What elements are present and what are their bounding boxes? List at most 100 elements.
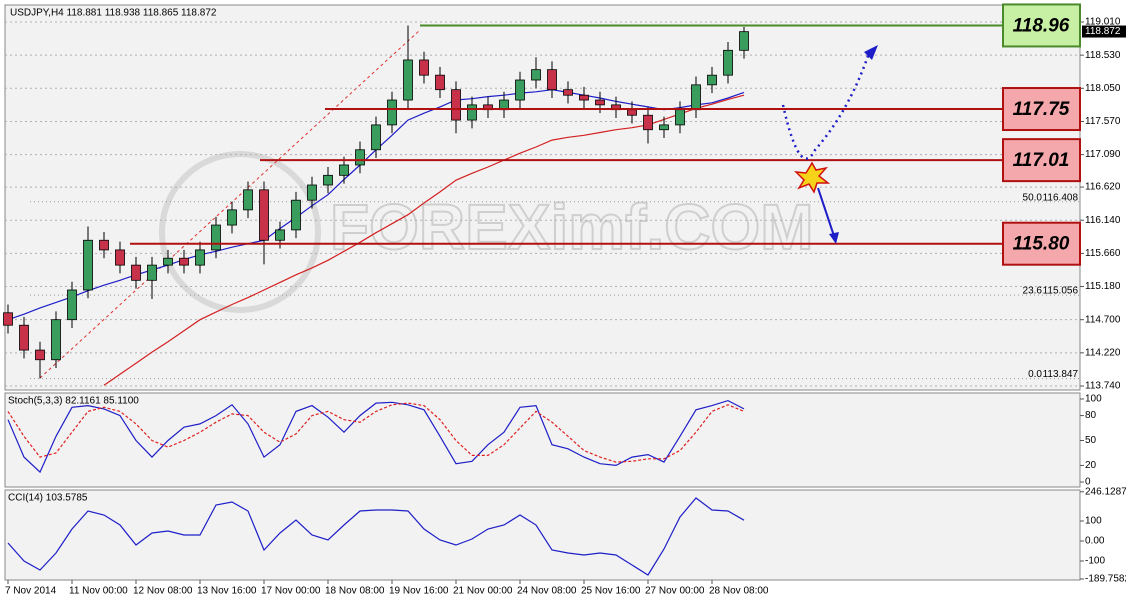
level-box xyxy=(1002,138,1081,183)
candle-body xyxy=(563,89,573,96)
candle-body xyxy=(307,184,317,201)
level-box xyxy=(1002,87,1081,132)
candle-body xyxy=(531,69,541,81)
cci-title: CCI(14) 103.5785 xyxy=(8,493,88,504)
overlay xyxy=(781,45,878,244)
candle-body xyxy=(3,312,13,326)
y-tick-label: 80 xyxy=(1085,410,1097,421)
candle-body xyxy=(579,94,589,101)
watermark: FOREXimf.COM xyxy=(330,191,814,263)
candle-body xyxy=(723,49,733,76)
candle-body xyxy=(275,229,285,241)
y-tick-label: 100 xyxy=(1085,516,1102,527)
x-tick-label: 17 Nov 00:00 xyxy=(261,586,321,597)
candle-body xyxy=(243,189,253,211)
x-tick-label: 24 Nov 08:00 xyxy=(517,586,577,597)
fib-price: 116.408 xyxy=(1043,192,1079,203)
candle-body xyxy=(675,109,685,126)
fib-ratio: 0.0 xyxy=(1028,369,1042,380)
stoch-panel xyxy=(4,392,1081,488)
candle-body xyxy=(67,289,77,321)
candle-body xyxy=(51,319,61,361)
candle-body xyxy=(211,224,221,251)
candle-body xyxy=(739,31,749,51)
candle-body xyxy=(547,69,557,91)
indicator-line xyxy=(103,94,745,386)
x-tick-label: 12 Nov 08:00 xyxy=(133,586,193,597)
candle-body xyxy=(259,189,269,241)
level-label: 118.96 xyxy=(1013,15,1070,36)
y-tick-label: 115.660 xyxy=(1085,248,1121,259)
candle-body xyxy=(179,257,189,266)
y-tick-label: 114.700 xyxy=(1085,314,1121,325)
chart-title: USDJPY,H4 118.881 118.938 118.865 118.87… xyxy=(10,8,217,19)
arrow-head xyxy=(829,232,839,244)
y-tick-label: 114.220 xyxy=(1085,347,1121,358)
x-tick-label: 7 Nov 2014 xyxy=(5,586,57,597)
projection-down xyxy=(817,187,835,237)
y-tick-label: 246.1287 xyxy=(1085,486,1126,497)
candle-body xyxy=(595,99,605,106)
candle-body xyxy=(659,124,669,131)
x-tick-label: 25 Nov 16:00 xyxy=(581,586,641,597)
fib-price: 115.056 xyxy=(1043,286,1079,297)
x-tick-label: 11 Nov 00:00 xyxy=(69,586,128,597)
y-tick-label: -189.7582 xyxy=(1085,574,1126,585)
current-price-box xyxy=(1082,25,1126,38)
level-box xyxy=(1002,221,1081,266)
y-tick-label: 117.090 xyxy=(1085,149,1121,160)
level-label: 117.01 xyxy=(1013,150,1070,171)
watermark-logo xyxy=(159,151,321,313)
x-tick-label: 18 Nov 08:00 xyxy=(325,586,385,597)
fib-ratio: 50.0 xyxy=(1023,192,1043,203)
projection-up xyxy=(781,49,872,160)
candle-body xyxy=(387,99,397,126)
level-label: 115.80 xyxy=(1013,234,1070,255)
x-tick-label: 13 Nov 16:00 xyxy=(197,586,257,597)
break-icon xyxy=(793,161,831,194)
candle-body xyxy=(627,109,637,116)
y-tick-label: 118.530 xyxy=(1085,50,1121,61)
candle-body xyxy=(131,264,141,281)
level-box xyxy=(1002,3,1081,48)
under-layer: FOREXimf.COM xyxy=(5,21,1080,387)
indicator-line xyxy=(7,497,745,576)
candle-body xyxy=(451,89,461,121)
fib-price: 113.847 xyxy=(1043,369,1079,380)
y-tick-label: 116.620 xyxy=(1085,182,1121,193)
y-tick-label: 117.570 xyxy=(1085,116,1121,127)
candle-body xyxy=(195,249,205,266)
candle-body xyxy=(419,59,429,76)
x-tick-label: 27 Nov 00:00 xyxy=(645,586,705,597)
candle-body xyxy=(515,79,525,101)
candle-body xyxy=(643,114,653,131)
arrow-head xyxy=(864,45,878,60)
candle-body xyxy=(355,149,365,166)
fib-ratio: 23.6 xyxy=(1023,286,1043,297)
y-tick-label: 115.180 xyxy=(1085,281,1121,292)
candle-body xyxy=(115,249,125,266)
indicator-line xyxy=(7,402,745,463)
candle-body xyxy=(323,174,333,186)
candle-body xyxy=(467,104,477,121)
candle-body xyxy=(291,199,301,231)
candle-body xyxy=(35,349,45,361)
x-tick-label: 28 Nov 08:00 xyxy=(709,586,769,597)
candle-body xyxy=(163,257,173,266)
y-tick-label: 118.050 xyxy=(1085,83,1121,94)
candle-body xyxy=(227,209,237,226)
y-tick-label: 20 xyxy=(1085,460,1097,471)
indicator-line xyxy=(7,399,745,474)
candle-body xyxy=(371,124,381,151)
candle-body xyxy=(707,74,717,86)
candle-body xyxy=(147,264,157,281)
y-tick-label: 116.140 xyxy=(1085,215,1121,226)
candle-body xyxy=(403,59,413,101)
candle-body xyxy=(19,324,29,351)
x-tick-label: 19 Nov 16:00 xyxy=(389,586,449,597)
stoch-title: Stoch(5,3,3) 82.1161 85.1100 xyxy=(8,396,139,407)
main-panel xyxy=(4,4,1081,391)
candle-body xyxy=(339,164,349,176)
y-tick-label: 119.010 xyxy=(1085,17,1121,28)
